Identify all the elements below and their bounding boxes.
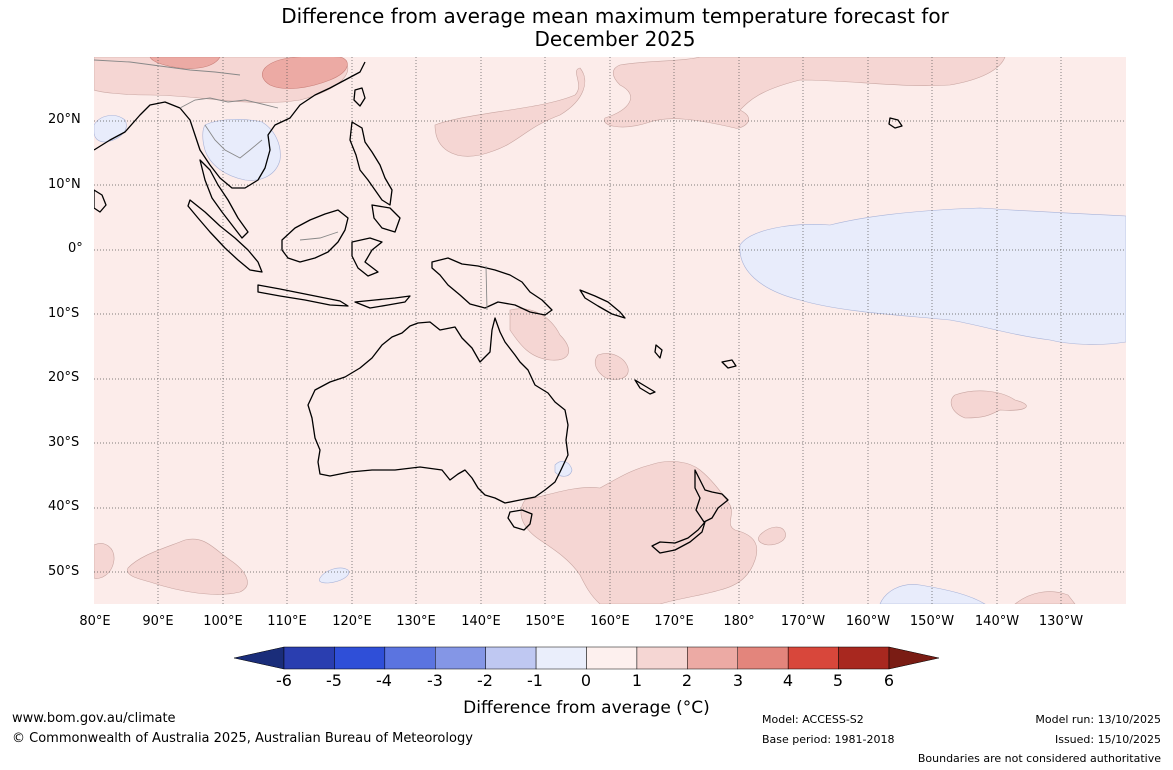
lon-label-130e: 130°E [396,614,436,629]
colorbar-segment [435,646,486,670]
lon-label-160w: 160°W [845,614,891,629]
borneo-coastline [281,209,349,263]
lat-label-10n: 10°N [48,177,81,192]
lat-label-20s: 20°S [48,370,80,385]
lon-label-150w: 150°W [909,614,955,629]
lon-label-140e: 140°E [461,614,501,629]
lon-label-150e: 150°E [525,614,565,629]
issued-date: Issued: 15/10/2025 [1054,733,1161,746]
lat-label-40s: 40°S [48,499,80,514]
sri-lanka-coastline [94,189,107,213]
lon-label-160e: 160°E [590,614,630,629]
lon-label-120e: 120°E [332,614,372,629]
colorbar-tick-minus-3: -3 [427,671,443,690]
lon-label-130w: 130°W [1038,614,1084,629]
graticule [94,57,1126,604]
colorbar-tick-6: 6 [883,671,895,690]
lat-label-0: 0° [68,241,83,256]
new-zealand-south-coastline [651,521,706,554]
colorbar-segment [737,646,789,670]
australia-coastline [307,317,569,504]
philippines-coastline [349,121,393,206]
sumatra-coastline [187,199,263,273]
lat-label-30s: 30°S [48,435,80,450]
lon-label-90e: 90°E [142,614,174,629]
chart-title-line-2: December 2025 [534,27,696,51]
website-link[interactable]: www.bom.gov.au/climate [12,711,176,726]
java-coastline [257,284,349,307]
tasmania-coastline [507,509,533,531]
colorbar-tick-0: 0 [580,671,592,690]
colorbar-segment [787,646,839,670]
model-info: Model: ACCESS-S2 [762,713,864,726]
lon-label-140w: 140°W [974,614,1020,629]
colorbar-tick-5: 5 [832,671,844,690]
colorbar-arrow-high [888,646,940,670]
colorbar-segment [535,646,587,670]
country-boundaries [94,59,488,311]
hawaii-coastline [888,117,903,129]
colorbar-segment [283,646,335,670]
chart-title-line-1: Difference from average mean maximum tem… [281,4,949,28]
colorbar-tick-minus-4: -4 [376,671,392,690]
taiwan-coastline [353,87,366,107]
disclaimer: Boundaries are not considered authoritat… [917,752,1161,765]
mainland-asia-coastline [94,61,366,189]
new-zealand-north-coastline [694,469,729,523]
colorbar-segment [586,646,638,670]
lat-label-50s: 50°S [48,564,80,579]
base-period: Base period: 1981-2018 [762,733,895,746]
colorbar-arrow-low [233,646,285,670]
new-guinea-coastline [431,257,553,316]
colorbar-segment [636,646,688,670]
lon-label-170w: 170°W [780,614,826,629]
colorbar-tick-2: 2 [681,671,693,690]
colorbar-segment [384,646,436,670]
model-run: Model run: 13/10/2025 [1035,713,1161,726]
colorbar-segment [687,646,738,670]
colorbar-segment [485,646,537,670]
colorbar-tick-minus-5: -5 [326,671,342,690]
map-plot-area [94,57,1126,604]
lat-label-20n: 20°N [48,112,81,127]
warmer-anomaly-patches [149,57,348,89]
lon-label-180: 180° [723,614,755,629]
colorbar-segment [334,646,386,670]
lon-label-110e: 110°E [267,614,307,629]
cool-anomaly-patches [94,115,1126,604]
mindanao-coastline [371,204,401,233]
colorbar-tick-minus-1: -1 [527,671,543,690]
colorbar-segment [838,646,890,670]
lat-label-10s: 10°S [48,306,80,321]
lesser-sunda-coastline [354,295,411,309]
colorbar-tick-4: 4 [782,671,794,690]
colorbar-label: Difference from average (°C) [463,698,710,718]
colorbar-tick-minus-2: -2 [477,671,493,690]
coastlines [94,61,903,554]
lon-label-100e: 100°E [203,614,243,629]
colorbar-tick-1: 1 [631,671,643,690]
copyright: © Commonwealth of Australia 2025, Austra… [12,731,473,746]
lon-label-170e: 170°E [654,614,694,629]
malay-peninsula-coastline [199,159,249,239]
colorbar-tick-3: 3 [732,671,744,690]
sulawesi-coastline [351,237,383,277]
lon-label-80e: 80°E [79,614,111,629]
colorbar-tick-minus-6: -6 [276,671,292,690]
colorbar [233,646,940,670]
